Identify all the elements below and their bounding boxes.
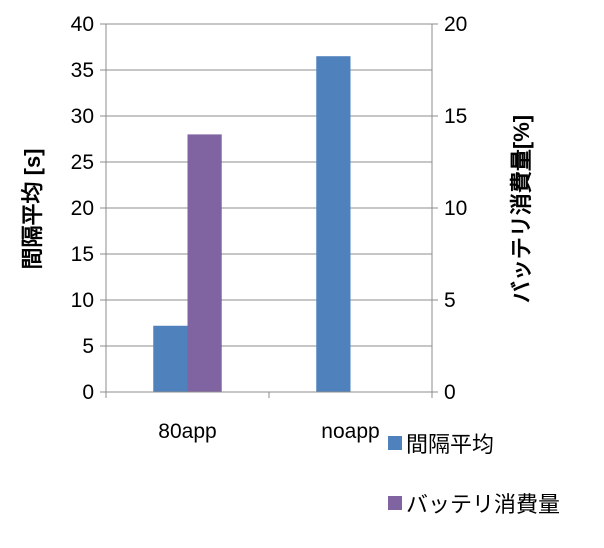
- right-tick-label: 20: [444, 13, 467, 36]
- right-tick-label: 15: [444, 105, 467, 128]
- legend-swatch-interval: [388, 436, 402, 450]
- category-label: 80app: [158, 420, 216, 443]
- left-tick-label: 20: [71, 197, 94, 220]
- left-axis-ticks: 0 5 10 15 20 25 30 35 40: [71, 13, 106, 404]
- gridlines: [106, 23, 432, 347]
- bar-interval-80app: [153, 325, 188, 392]
- bars: [153, 56, 351, 392]
- chart: 0 5 10 15 20 25 30 35 40 0 5 10 15 20 80app noapp 間隔平…: [20, 13, 534, 443]
- category-labels: 80app noapp: [158, 420, 379, 443]
- left-tick-label: 35: [71, 59, 94, 82]
- left-tick-label: 0: [82, 381, 94, 404]
- right-tick-label: 5: [444, 289, 456, 312]
- right-axis-title: バッテリ消費量[%]: [509, 115, 534, 303]
- left-axis-title: 間隔平均 [s]: [20, 148, 45, 269]
- legend-label-interval: 間隔平均: [406, 432, 495, 457]
- left-tick-label: 10: [71, 289, 94, 312]
- left-tick-label: 40: [71, 13, 94, 36]
- legend-label-battery: バッテリ消費量: [406, 492, 561, 517]
- left-tick-label: 15: [71, 243, 94, 266]
- legend-item-battery: バッテリ消費量: [388, 488, 560, 518]
- category-label: noapp: [321, 420, 379, 443]
- left-tick-label: 30: [71, 105, 94, 128]
- bar-interval-noapp: [316, 56, 351, 392]
- legend-swatch-battery: [388, 496, 402, 510]
- right-axis-ticks: 0 5 10 15 20: [432, 13, 467, 404]
- right-tick-label: 10: [444, 197, 467, 220]
- left-tick-label: 5: [82, 335, 94, 358]
- right-tick-label: 0: [444, 381, 456, 404]
- left-tick-label: 25: [71, 151, 94, 174]
- legend-item-interval: 間隔平均: [388, 428, 560, 458]
- legend: 間隔平均 バッテリ消費量: [388, 428, 560, 548]
- bar-battery-80app: [187, 134, 222, 392]
